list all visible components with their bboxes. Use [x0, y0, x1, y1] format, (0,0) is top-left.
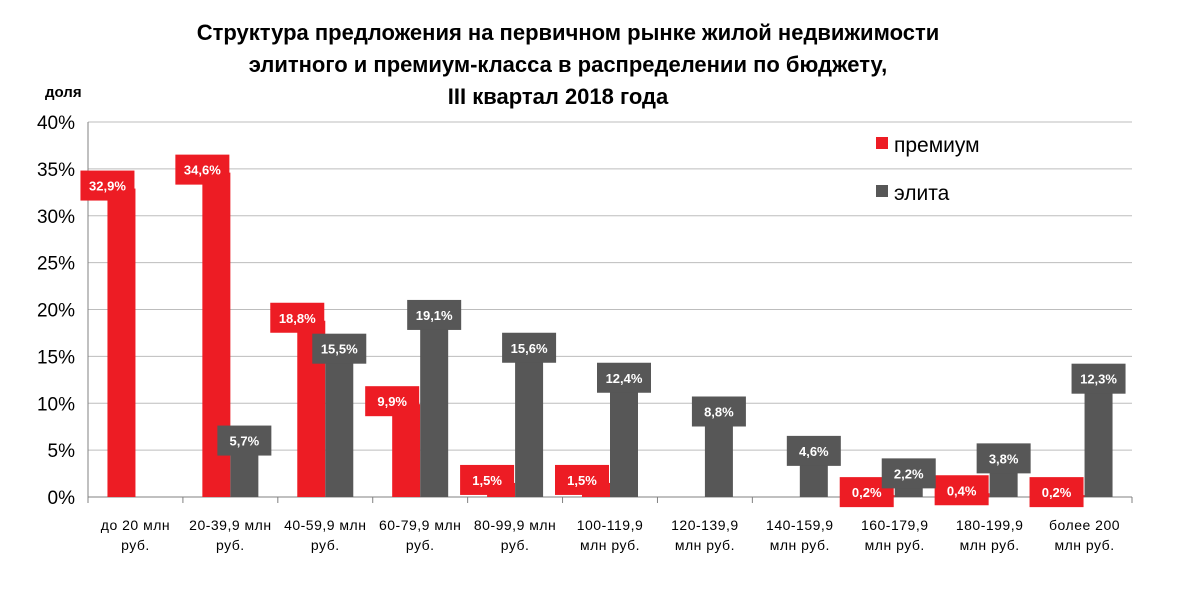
data-label: 15,6% — [511, 341, 548, 356]
y-tick-label: 35% — [37, 160, 75, 181]
x-tick-label: до 20 млн — [101, 517, 170, 533]
x-tick-label: млн руб. — [960, 537, 1020, 553]
data-label-box — [1071, 363, 1126, 394]
legend-label: элита — [894, 182, 950, 205]
x-tick-label: руб. — [406, 537, 435, 553]
x-tick-label: 120-139,9 — [671, 517, 739, 533]
y-tick-label: 15% — [37, 347, 75, 368]
bar-premium — [107, 188, 136, 497]
chart-title: Структура предложения на первичном рынке… — [197, 20, 940, 109]
x-tick-label: 20-39,9 млн — [189, 517, 271, 533]
y-tick-label: 10% — [37, 394, 75, 415]
data-label: 1,5% — [472, 473, 502, 488]
x-tick-label: руб. — [216, 537, 245, 553]
data-label-box — [407, 299, 462, 330]
chart-title-line-3: III квартал 2018 года — [448, 84, 669, 109]
data-label-box — [881, 458, 936, 489]
x-tick-label: млн руб. — [1054, 537, 1114, 553]
data-label: 2,2% — [894, 466, 924, 481]
legend-swatch — [876, 185, 888, 197]
x-tick-label: руб. — [501, 537, 530, 553]
bar-elite — [704, 414, 733, 497]
x-tick-label: млн руб. — [580, 537, 640, 553]
data-label: 9,9% — [377, 394, 407, 409]
x-tick-label: 100-119,9 — [577, 517, 644, 533]
x-tick-label: руб. — [121, 537, 150, 553]
data-label-box — [502, 332, 557, 363]
data-label-box — [934, 475, 989, 506]
legend-swatch — [876, 137, 888, 149]
data-label: 0,2% — [1042, 485, 1072, 500]
data-label-box — [597, 362, 651, 393]
y-tick-label: 0% — [48, 488, 76, 509]
data-label-box — [460, 464, 515, 495]
bar-premium — [392, 404, 421, 497]
data-label-box — [555, 464, 609, 495]
data-label-box — [270, 302, 325, 333]
y-tick-label: 5% — [48, 441, 76, 462]
x-tick-label: млн руб. — [865, 537, 925, 553]
data-label-box — [80, 170, 135, 201]
x-tick-label: руб. — [311, 537, 340, 553]
data-label-box — [976, 443, 1031, 474]
bar-elite — [1084, 381, 1113, 497]
legend-label: премиум — [894, 134, 980, 157]
legend: премиум элита — [876, 134, 980, 205]
bars-layer — [107, 172, 1113, 497]
data-label: 5,7% — [230, 434, 260, 449]
data-label: 12,4% — [606, 371, 643, 386]
data-label: 15,5% — [321, 342, 358, 357]
x-tick-label: 80-99,9 млн — [474, 517, 556, 533]
data-label-box — [1029, 477, 1084, 508]
data-label: 0,4% — [947, 483, 977, 498]
data-label-box — [691, 396, 746, 427]
x-tick-label: 140-159,9 — [766, 517, 834, 533]
y-axis-label: доля — [45, 84, 82, 101]
chart-title-line-1: Структура предложения на первичном рынке… — [197, 20, 940, 45]
data-label-box — [217, 425, 272, 456]
x-tick-label: более 200 — [1049, 517, 1120, 533]
data-label: 12,3% — [1080, 372, 1117, 387]
data-label-box — [786, 435, 841, 466]
y-tick-label: 40% — [37, 113, 75, 134]
data-label: 0,2% — [852, 485, 882, 500]
chart-title-line-2: элитного и премиум-класса в распределени… — [249, 52, 888, 77]
bar-elite — [610, 380, 638, 497]
bar-elite — [515, 350, 544, 497]
x-tick-label: млн руб. — [675, 537, 735, 553]
bar-elite — [420, 317, 449, 497]
y-axis-ticks: 0% 5% 10% 15% 20% 25% 30% 35% 40% — [37, 113, 75, 509]
x-tick-label: 180-199,9 — [956, 517, 1024, 533]
data-label-box — [312, 333, 367, 364]
x-tick-label: 40-59,9 млн — [284, 517, 366, 533]
data-label: 1,5% — [567, 473, 597, 488]
y-tick-label: 25% — [37, 254, 75, 275]
x-tick-label: млн руб. — [770, 537, 830, 553]
data-label: 32,9% — [89, 179, 126, 194]
data-label: 3,8% — [989, 451, 1019, 466]
data-label: 34,6% — [184, 163, 221, 178]
data-labels-layer: 32,9% 34,6% 18,8% 9,9% 1,5% 1,5% 0,2% 0,4% 0,2% 5… — [80, 154, 1126, 508]
y-tick-label: 20% — [37, 301, 75, 322]
data-label-box — [175, 154, 230, 185]
data-label: 18,8% — [279, 311, 316, 326]
x-tick-label: 60-79,9 млн — [379, 517, 461, 533]
x-tick-label: 160-179,9 — [861, 517, 929, 533]
data-label: 19,1% — [416, 308, 453, 323]
bar-elite — [325, 351, 354, 497]
data-label: 4,6% — [799, 444, 829, 459]
data-label-box — [365, 386, 420, 417]
data-label: 8,8% — [704, 405, 734, 420]
y-tick-label: 30% — [37, 207, 75, 228]
x-axis-ticks: до 20 млн руб. 20-39,9 млн руб. 40-59,9 млн р… — [101, 517, 1120, 553]
